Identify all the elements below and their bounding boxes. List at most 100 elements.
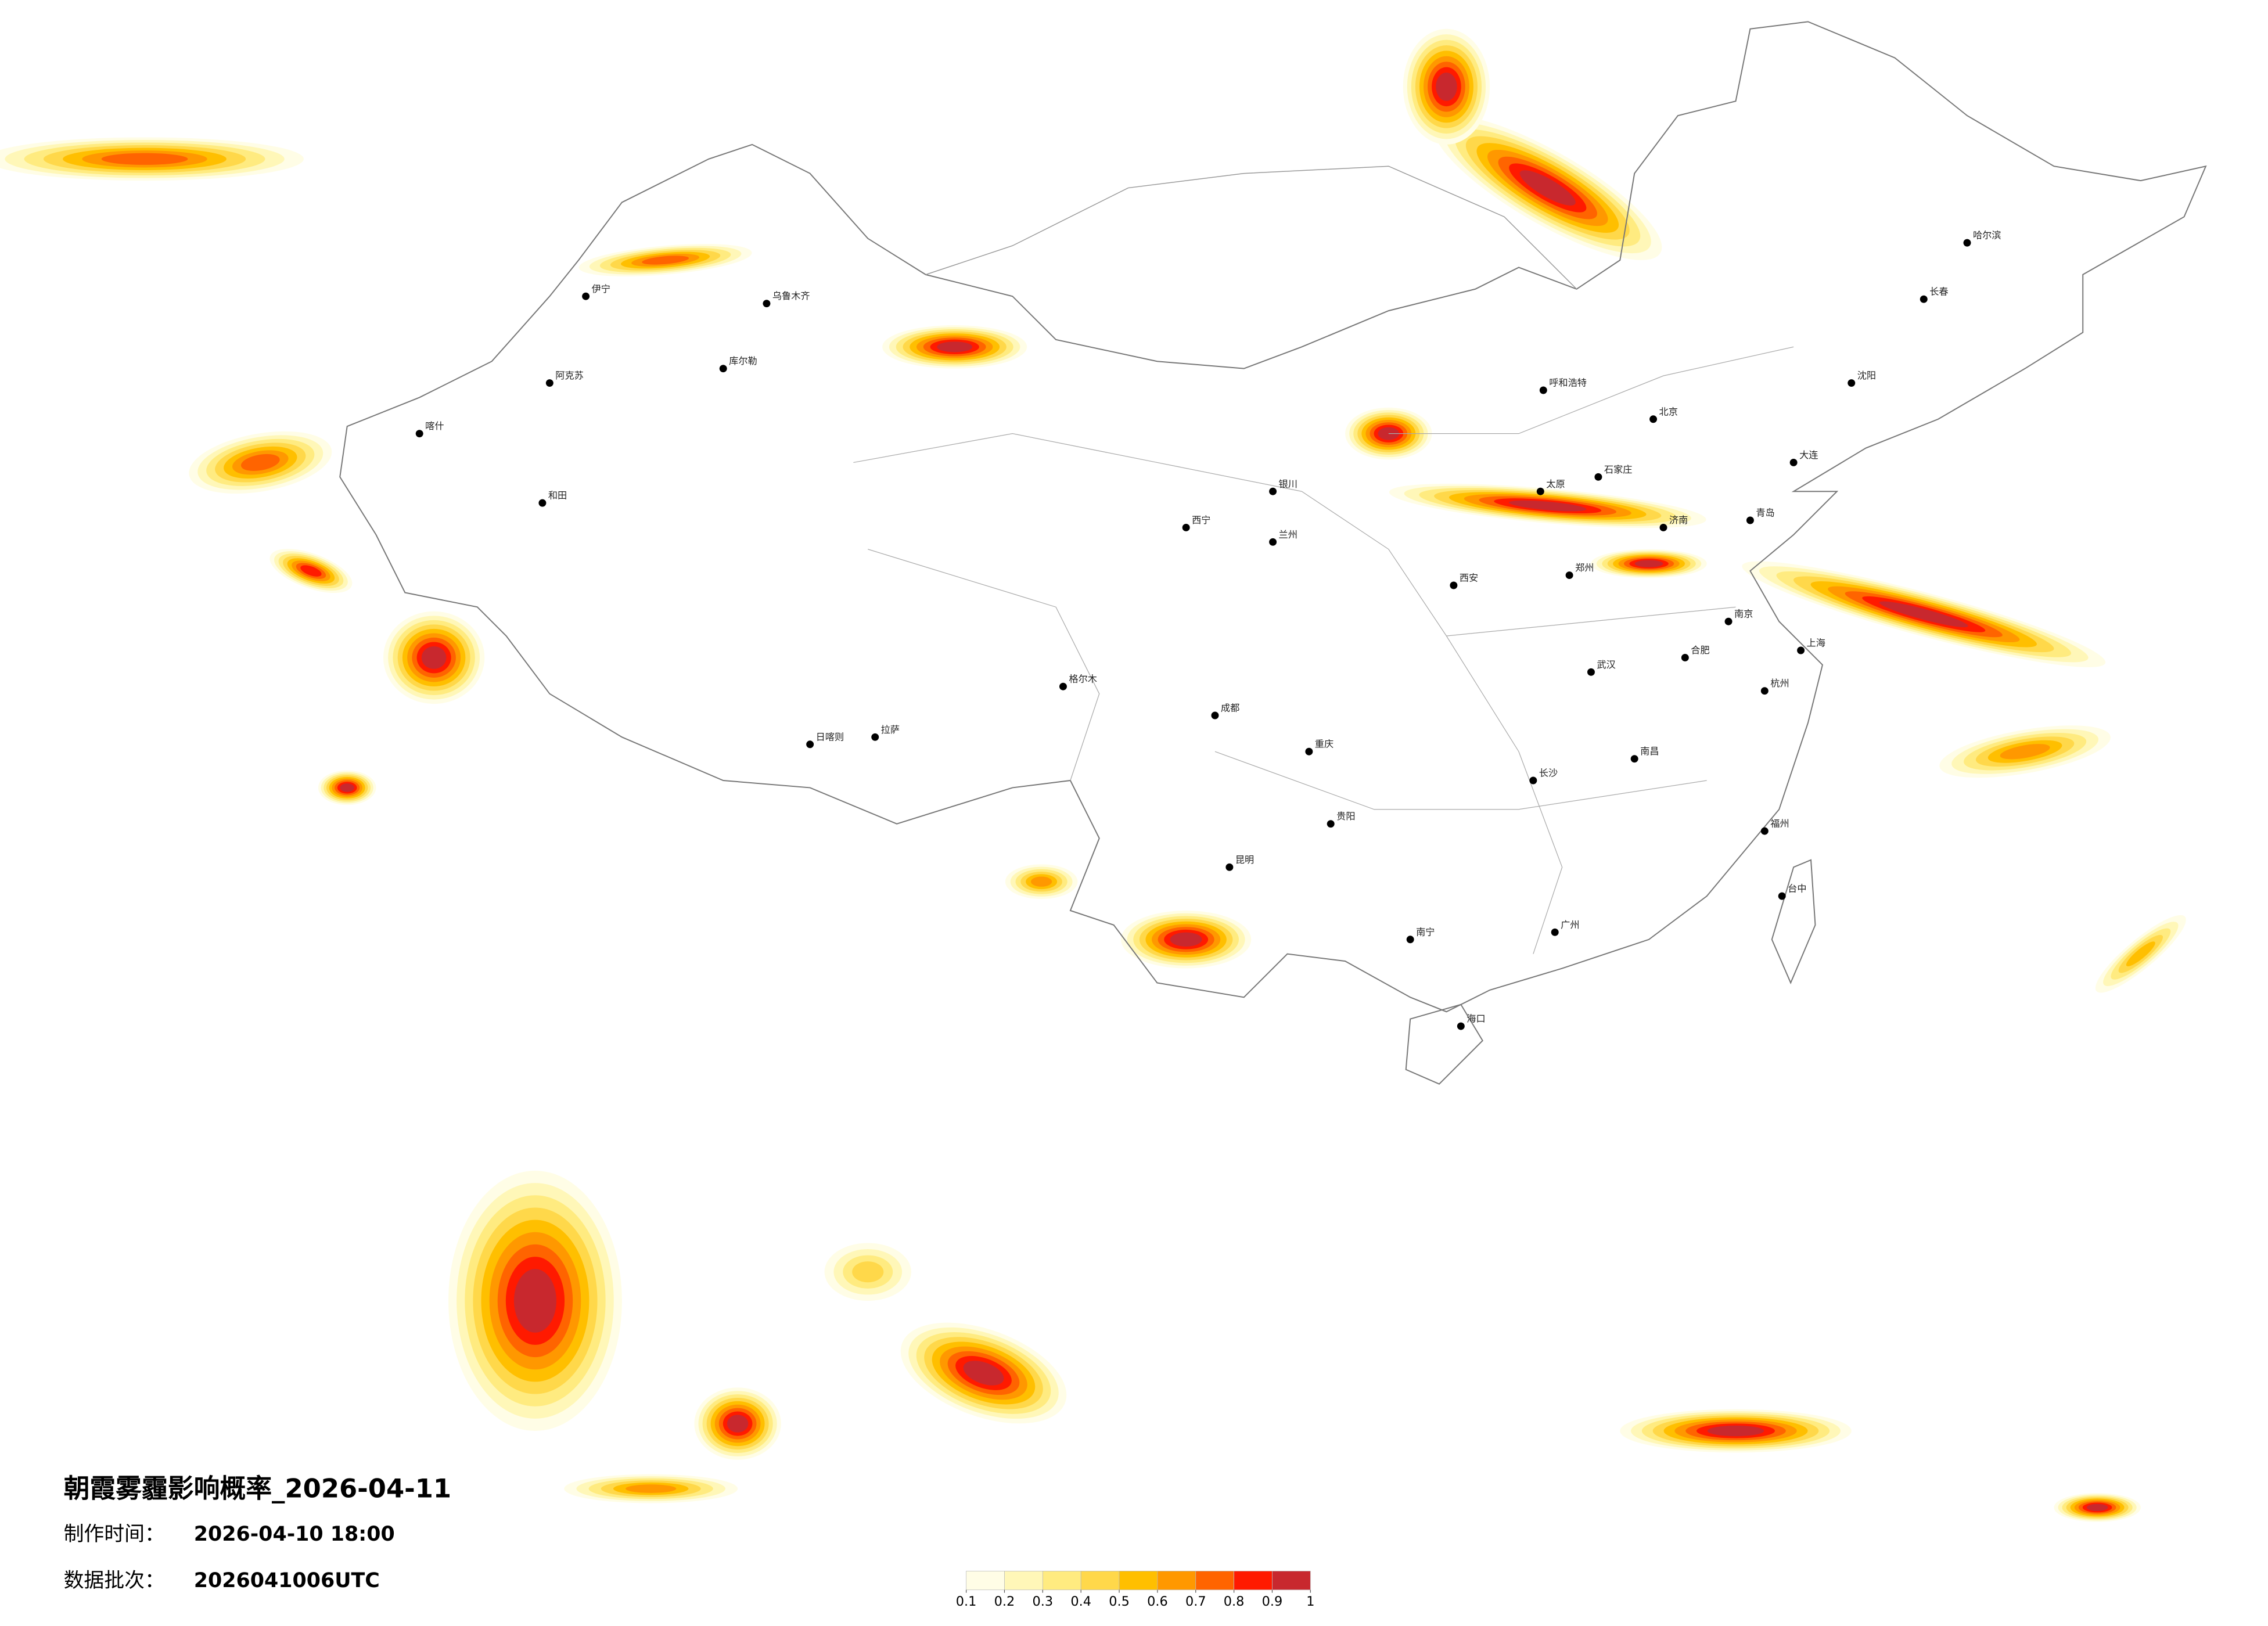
- city-dot: [1457, 1022, 1465, 1030]
- city-label: 北京: [1659, 406, 1678, 417]
- city-dot: [1551, 928, 1559, 936]
- fog-area: [937, 341, 973, 352]
- legend-tick-label: 0.2: [994, 1594, 1015, 1609]
- legend-swatch: [1195, 1571, 1234, 1591]
- legend-swatch: [1080, 1571, 1120, 1591]
- fog-area: [340, 783, 354, 792]
- legend-tick-label: 0.3: [1033, 1594, 1054, 1609]
- map-title: 朝霞雾霾影响概率_2026-04-11: [64, 1473, 452, 1504]
- fog-area: [300, 565, 322, 577]
- time-value: 2026-04-10 18:00: [194, 1523, 395, 1546]
- city-dot: [806, 740, 814, 749]
- city-dot: [1565, 571, 1573, 580]
- fog-area: [240, 454, 280, 471]
- city-dot: [1536, 487, 1544, 495]
- city-dot: [1760, 687, 1769, 695]
- fog-area: [101, 153, 188, 165]
- city-label: 拉萨: [881, 724, 900, 735]
- city-label: 银川: [1279, 479, 1297, 490]
- city-label: 西安: [1460, 573, 1478, 584]
- city-dot: [1848, 379, 1856, 387]
- legend-tick-label: 0.8: [1224, 1594, 1245, 1609]
- legend-swatch: [1119, 1571, 1158, 1591]
- city-dot: [1211, 711, 1219, 720]
- city-label: 库尔勒: [729, 355, 757, 366]
- legend-swatch: [1042, 1571, 1081, 1591]
- city-label: 合肥: [1691, 645, 1709, 656]
- city-dot: [1778, 892, 1786, 900]
- fog-area: [727, 1415, 749, 1433]
- legend-swatch: [1157, 1571, 1196, 1591]
- country-outline: [339, 21, 2207, 1013]
- fog-area: [421, 646, 447, 669]
- city-dot: [1305, 747, 1313, 756]
- city-dot: [871, 733, 879, 741]
- city-label: 西宁: [1192, 515, 1210, 526]
- time-label: 制作时间：: [64, 1523, 165, 1546]
- city-dot: [1659, 523, 1667, 531]
- city-label: 阿克苏: [555, 370, 584, 381]
- province-lines: [853, 346, 1794, 954]
- city-dot: [1269, 487, 1277, 495]
- city-dot: [1649, 415, 1658, 423]
- city-dot: [1963, 239, 1971, 247]
- city-label: 上海: [1807, 638, 1825, 649]
- legend-swatch: [1234, 1571, 1273, 1591]
- city-dot: [1059, 682, 1067, 690]
- city-dot: [1920, 295, 1928, 303]
- city-label: 郑州: [1575, 562, 1594, 573]
- city-dot: [1182, 523, 1190, 531]
- legend-swatch: [966, 1571, 1005, 1591]
- taiwan-outline: [1771, 859, 1816, 984]
- city-dot: [1630, 755, 1638, 763]
- city-dot: [415, 430, 423, 438]
- batch-value: 2026041006UTC: [194, 1569, 380, 1592]
- city-dot: [1760, 827, 1769, 835]
- city-label: 广州: [1561, 919, 1579, 930]
- fog-area: [852, 1261, 884, 1283]
- fog-layer: [0, 28, 2186, 1522]
- city-label: 沈阳: [1857, 370, 1876, 381]
- fog-area: [2126, 941, 2155, 967]
- city-label: 哈尔滨: [1973, 230, 2001, 241]
- fog-area: [1879, 601, 1968, 628]
- city-label: 喀什: [425, 420, 444, 431]
- city-dot: [1746, 516, 1754, 524]
- legend-swatch: [1272, 1571, 1311, 1591]
- city-label: 太原: [1546, 479, 1565, 490]
- city-label: 南昌: [1640, 746, 1659, 757]
- city-label: 海口: [1467, 1013, 1485, 1024]
- city-dot: [1529, 776, 1537, 785]
- city-label: 长春: [1929, 286, 1948, 297]
- city-label: 成都: [1221, 703, 1239, 714]
- city-label: 乌鲁木齐: [772, 290, 810, 301]
- city-label: 日喀则: [816, 731, 844, 742]
- legend-tick-label: 0.1: [956, 1594, 977, 1609]
- city-dot: [1450, 581, 1458, 589]
- city-label: 昆明: [1235, 854, 1254, 865]
- city-dot: [763, 300, 771, 308]
- city-label: 南宁: [1416, 926, 1435, 937]
- city-label: 重庆: [1315, 739, 1334, 750]
- batch-label: 数据批次：: [64, 1569, 165, 1592]
- city-label: 大连: [1799, 449, 1818, 461]
- city-dot: [1269, 538, 1277, 546]
- fog-area: [642, 256, 689, 265]
- city-label: 石家庄: [1604, 464, 1633, 475]
- color-legend: 0.1 0.2 0.3 0.4 0.5 0.6 0.7 0.8 0.9 1: [956, 1571, 1314, 1609]
- city-dot: [545, 379, 553, 387]
- fog-area: [1030, 876, 1052, 887]
- city-label: 长沙: [1539, 768, 1558, 779]
- fog-area: [963, 1361, 1004, 1386]
- city-label: 格尔木: [1069, 674, 1097, 685]
- fog-area: [1436, 72, 1457, 101]
- city-dot: [1225, 863, 1234, 871]
- legend-tick-label: 0.5: [1109, 1594, 1130, 1609]
- city-dot: [1587, 668, 1595, 676]
- legend-tick-label: 0.4: [1070, 1594, 1091, 1609]
- city-dot: [538, 499, 547, 507]
